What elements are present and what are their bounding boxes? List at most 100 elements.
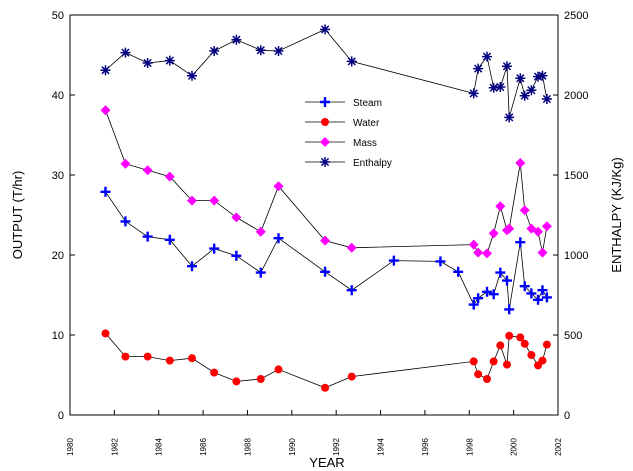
- data-point-steam: [537, 285, 548, 296]
- data-point-water: [232, 377, 241, 386]
- data-point-mass: [495, 201, 506, 212]
- data-point-enthalpy: [541, 94, 552, 104]
- data-point-mass: [504, 223, 515, 234]
- data-point-enthalpy: [473, 63, 484, 74]
- data-point-mass: [187, 195, 197, 206]
- data-point-steam: [533, 294, 544, 305]
- data-point-steam: [526, 288, 537, 299]
- data-point-steam: [388, 255, 399, 266]
- data-point-water: [210, 368, 219, 377]
- data-point-water: [527, 351, 536, 359]
- data-point-enthalpy: [187, 70, 197, 81]
- series-mass: [100, 105, 552, 259]
- x-tick-label: 2000: [510, 438, 519, 456]
- legend-label-mass: Mass: [353, 138, 377, 149]
- data-point-water: [538, 356, 547, 365]
- y-right-tick-label: 0: [564, 410, 570, 422]
- data-point-mass: [482, 248, 493, 259]
- data-point-water: [321, 383, 330, 392]
- data-point-steam: [100, 186, 111, 197]
- data-point-mass: [488, 228, 499, 239]
- data-point-water: [505, 331, 514, 340]
- data-point-mass: [519, 205, 530, 216]
- y-left-tick-label: 20: [52, 250, 64, 262]
- x-tick-label: 2002: [554, 438, 563, 456]
- legend-marker-water: [321, 118, 329, 126]
- plot-frame: [69, 14, 559, 416]
- y-right-tick-label: 500: [564, 330, 582, 342]
- data-point-steam: [231, 250, 242, 261]
- data-point-water: [516, 333, 525, 342]
- data-point-steam: [142, 231, 153, 242]
- data-point-enthalpy: [526, 85, 537, 96]
- data-point-mass: [346, 242, 357, 253]
- y-axis-title-right: ENTHALPY (KJ/Kg): [609, 157, 624, 272]
- data-point-water: [489, 357, 498, 366]
- data-point-water: [188, 354, 196, 363]
- data-point-enthalpy: [320, 24, 331, 35]
- data-point-steam: [120, 216, 131, 227]
- y-right-tick-label: 2000: [564, 90, 588, 102]
- data-point-enthalpy: [209, 46, 220, 56]
- x-tick-label: 1980: [66, 438, 75, 456]
- x-tick-label: 1984: [155, 438, 164, 456]
- data-point-steam: [273, 233, 284, 244]
- data-point-steam: [346, 285, 357, 296]
- series-layer: [100, 24, 552, 392]
- data-point-steam: [504, 304, 515, 315]
- legend-marker-steam: [320, 97, 330, 107]
- data-point-enthalpy: [488, 82, 499, 93]
- data-point-water: [483, 375, 492, 383]
- data-point-steam: [501, 275, 512, 286]
- data-point-mass: [231, 212, 242, 223]
- data-point-mass: [320, 235, 331, 246]
- data-point-water: [496, 341, 505, 350]
- legend-label-steam: Steam: [353, 98, 382, 109]
- y-right-tick-label: 2500: [564, 10, 588, 22]
- data-point-water: [165, 356, 174, 365]
- data-point-enthalpy: [273, 46, 284, 56]
- data-point-enthalpy: [164, 55, 175, 66]
- data-point-mass: [533, 226, 544, 237]
- data-point-mass: [255, 226, 266, 237]
- series-steam: [100, 186, 552, 315]
- x-tick-label: 1990: [288, 438, 297, 456]
- data-point-mass: [100, 105, 111, 116]
- legend-label-water: Water: [353, 118, 380, 129]
- data-point-enthalpy: [100, 65, 111, 76]
- series-water: [101, 329, 551, 392]
- data-point-enthalpy: [504, 112, 515, 123]
- data-point-steam: [488, 289, 499, 300]
- y-left-tick-label: 50: [52, 10, 64, 22]
- x-tick-label: 1982: [110, 438, 119, 456]
- x-tick-label: 1996: [421, 438, 430, 456]
- y-right-tick-label: 1500: [564, 170, 588, 182]
- data-point-mass: [273, 181, 284, 192]
- data-point-enthalpy: [346, 56, 357, 67]
- data-point-enthalpy: [515, 73, 526, 84]
- data-point-enthalpy: [120, 47, 131, 58]
- data-point-steam: [515, 237, 526, 248]
- data-point-water: [474, 370, 483, 379]
- x-tick-label: 1986: [199, 438, 208, 456]
- data-point-steam: [209, 243, 220, 254]
- data-point-enthalpy: [537, 70, 548, 81]
- x-tick-label: 1992: [332, 438, 341, 456]
- data-point-water: [347, 372, 356, 381]
- data-point-mass: [142, 165, 153, 176]
- y-left-tick-label: 30: [52, 170, 64, 182]
- data-point-mass: [537, 247, 548, 258]
- data-point-steam: [473, 293, 484, 304]
- x-axis-title: YEAR: [309, 455, 344, 470]
- data-point-water: [469, 357, 478, 366]
- data-point-enthalpy: [142, 58, 153, 68]
- data-point-steam: [435, 256, 446, 267]
- data-point-mass: [541, 221, 552, 232]
- data-point-enthalpy: [501, 61, 512, 72]
- data-point-enthalpy: [482, 51, 493, 62]
- series-line-mass: [105, 110, 548, 254]
- data-point-water: [143, 352, 152, 361]
- data-point-steam: [453, 266, 464, 277]
